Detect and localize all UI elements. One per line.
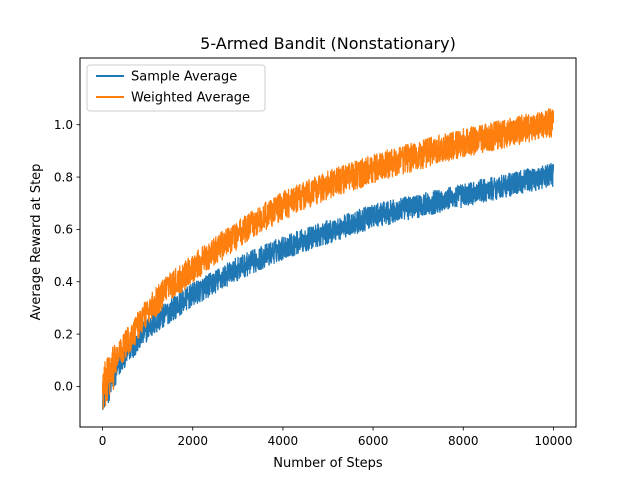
legend-label-weighted-average: Weighted Average bbox=[131, 91, 250, 106]
x-axis-label: Number of Steps bbox=[273, 456, 383, 471]
chart-title: 5-Armed Bandit (Nonstationary) bbox=[200, 34, 456, 53]
y-tick-label: 0.2 bbox=[54, 327, 73, 341]
y-tick-label: 1.0 bbox=[54, 118, 73, 132]
x-tick-label: 4000 bbox=[268, 434, 299, 448]
x-tick-label: 2000 bbox=[177, 434, 208, 448]
x-tick-label: 0 bbox=[99, 434, 107, 448]
x-tick-label: 8000 bbox=[448, 434, 479, 448]
legend: Sample Average Weighted Average bbox=[86, 64, 266, 112]
legend-label-sample-average: Sample Average bbox=[131, 70, 237, 85]
legend-box bbox=[86, 64, 266, 112]
series-line-sample-average bbox=[102, 162, 555, 411]
x-tick-label: 10000 bbox=[534, 434, 572, 448]
y-tick-label: 0.6 bbox=[54, 223, 73, 237]
y-axis-ticks: 0.0 0.2 0.4 0.6 0.8 1.0 bbox=[54, 118, 80, 394]
y-tick-label: 0.8 bbox=[54, 170, 73, 184]
axes-frame bbox=[79, 57, 577, 428]
series-line-weighted-average bbox=[101, 108, 555, 410]
series-layer bbox=[101, 108, 555, 411]
plot-area bbox=[79, 57, 577, 428]
y-axis-label: Average Reward at Step bbox=[29, 164, 44, 321]
y-tick-label: 0.4 bbox=[54, 275, 73, 289]
x-tick-label: 6000 bbox=[358, 434, 389, 448]
x-axis-ticks: 0 2000 4000 6000 8000 10000 bbox=[99, 427, 573, 448]
y-tick-label: 0.0 bbox=[54, 380, 73, 394]
